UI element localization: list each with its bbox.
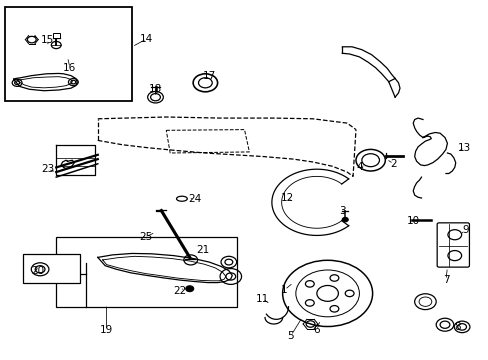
Text: 14: 14 [140,34,153,44]
Polygon shape [56,145,95,175]
Text: 18: 18 [148,84,162,94]
Text: 10: 10 [406,216,419,226]
Bar [23,254,80,283]
Text: 11: 11 [255,294,269,304]
Circle shape [342,217,347,222]
Text: 2: 2 [389,159,396,169]
Text: 1: 1 [281,285,287,295]
Text: 4: 4 [355,162,362,172]
Text: 17: 17 [202,71,216,81]
Text: 21: 21 [196,245,209,255]
Text: 23: 23 [41,164,55,174]
Bar [53,33,60,38]
Bar [56,237,237,307]
Text: 16: 16 [63,63,77,73]
Text: 19: 19 [100,325,113,336]
Circle shape [185,286,193,292]
Text: 7: 7 [442,275,448,285]
Text: 24: 24 [187,194,201,204]
Text: 5: 5 [287,330,294,341]
Text: 6: 6 [313,325,320,335]
Text: 25: 25 [139,232,152,242]
Ellipse shape [176,196,187,201]
Bar [5,7,132,101]
Text: 20: 20 [32,266,44,276]
FancyBboxPatch shape [436,223,468,267]
Text: 15: 15 [41,35,55,45]
Text: 13: 13 [457,143,470,153]
Bar [102,31,112,36]
Text: 9: 9 [461,225,468,235]
Text: 12: 12 [280,193,294,203]
Text: 22: 22 [173,286,186,296]
Text: 8: 8 [453,322,460,332]
Text: 3: 3 [338,206,345,216]
